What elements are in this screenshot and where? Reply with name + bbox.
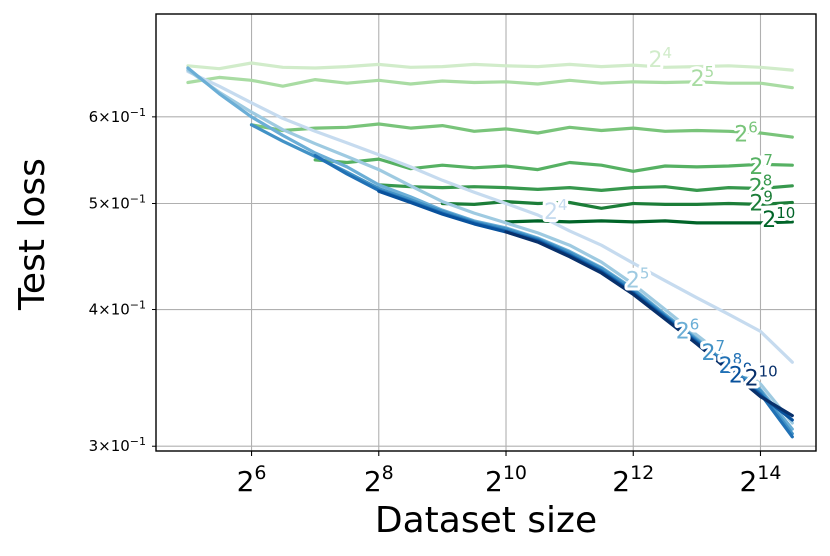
green-series-label: 24: [649, 44, 673, 73]
y-tick-label: 5×10−1: [89, 192, 146, 212]
blue-series-line: [249, 123, 794, 436]
y-axis-ticks: 3×10−1 4×10−1 5×10−1 6×10−1: [89, 106, 156, 455]
green-series-label: 29: [749, 187, 773, 216]
green-series-label: 25: [691, 63, 715, 92]
y-axis-label: Test loss: [12, 158, 53, 311]
blue-series-label: 25: [626, 265, 650, 294]
grid-lines: [156, 14, 816, 451]
blue-series-line: [186, 70, 794, 364]
green-series-label: 210: [762, 204, 795, 233]
x-tick-label: 214: [739, 462, 781, 498]
blue-series-label: 210: [745, 362, 778, 391]
green-series-line: [377, 183, 794, 192]
blue-series-label: 27: [702, 337, 726, 366]
x-axis-label: Dataset size: [375, 500, 597, 541]
green-series-line: [186, 75, 794, 90]
y-tick-label: 4×10−1: [89, 299, 146, 319]
x-axis-ticks: 26 28 210 212 214: [237, 451, 781, 498]
series-lines: [186, 61, 794, 439]
green-series-line: [313, 157, 794, 173]
green-series-line: [186, 61, 794, 72]
green-series-line: [440, 200, 794, 210]
blue-series-line: [504, 230, 794, 418]
x-tick-label: 212: [612, 462, 654, 498]
blue-series-label: 28: [719, 350, 743, 379]
blue-series-label: 24: [544, 196, 568, 225]
y-tick-label: 3×10−1: [89, 435, 146, 455]
green-series-label: 27: [749, 151, 773, 180]
blue-series-label: 26: [676, 315, 700, 344]
green-series-line: [249, 122, 794, 139]
blue-series-label: 29: [729, 360, 753, 389]
green-series-label: 26: [734, 119, 758, 148]
green-series-label: 28: [749, 172, 773, 201]
x-tick-label: 28: [364, 462, 394, 498]
x-tick-label: 26: [237, 462, 267, 498]
plot-frame: [155, 13, 817, 452]
x-tick-label: 210: [485, 462, 527, 498]
blue-series-line: [313, 154, 794, 439]
blue-series-line: [186, 66, 794, 431]
blue-series-line: [186, 68, 794, 425]
y-tick-label: 6×10−1: [89, 106, 146, 126]
